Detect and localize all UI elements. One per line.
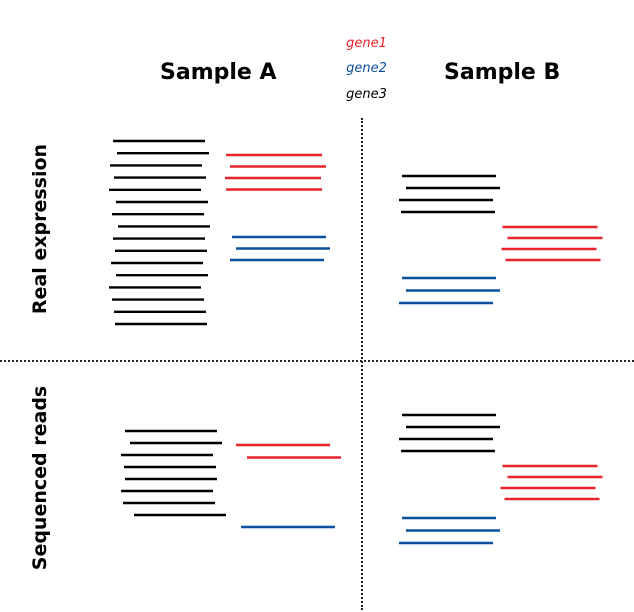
column-title-sample-a: Sample A [160, 60, 277, 85]
legend-gene1: gene1 [346, 36, 387, 51]
legend-gene2: gene2 [346, 61, 387, 76]
legend-gene3: gene3 [346, 87, 387, 102]
horizontal-divider [0, 360, 634, 362]
vertical-divider [361, 118, 363, 610]
column-title-sample-b: Sample B [444, 60, 561, 85]
